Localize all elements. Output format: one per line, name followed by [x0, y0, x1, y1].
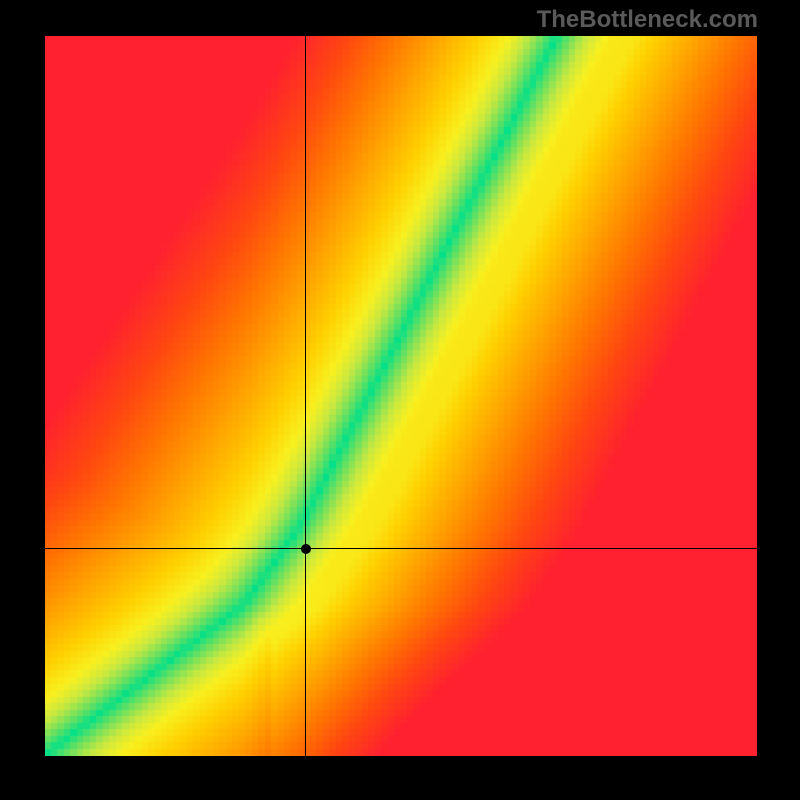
crosshair-horizontal	[45, 548, 757, 549]
heatmap-plot	[45, 36, 757, 756]
watermark-text: TheBottleneck.com	[537, 6, 758, 34]
crosshair-vertical	[305, 36, 306, 756]
crosshair-point	[301, 544, 311, 554]
heatmap-canvas	[45, 36, 757, 756]
